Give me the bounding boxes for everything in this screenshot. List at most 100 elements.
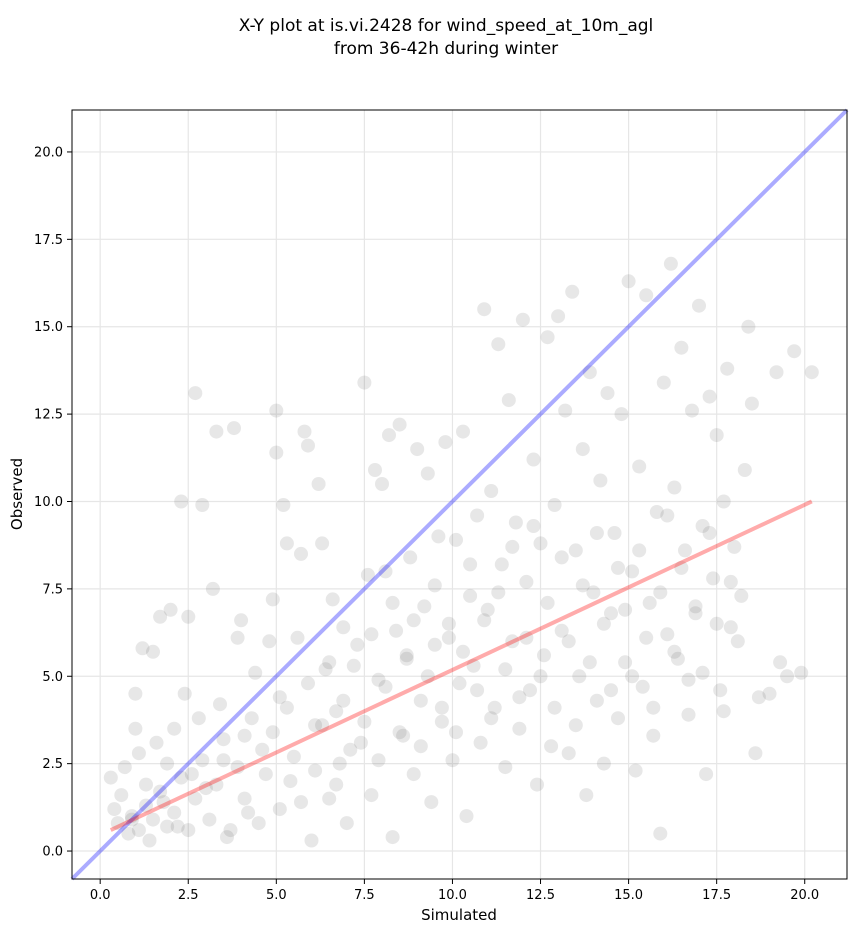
scatter-point xyxy=(139,777,153,792)
scatter-point xyxy=(364,627,379,642)
scatter-point xyxy=(378,564,393,579)
scatter-point xyxy=(445,753,460,768)
scatter-point xyxy=(396,728,411,743)
scatter-point xyxy=(670,651,685,666)
scatter-point xyxy=(674,340,689,355)
scatter-point xyxy=(290,630,305,645)
scatter-point xyxy=(209,424,224,439)
scatter-point xyxy=(304,833,319,848)
scatter-point xyxy=(195,753,210,768)
y-tick-label: 17.5 xyxy=(34,233,63,248)
scatter-point xyxy=(463,557,478,572)
scatter-point xyxy=(297,424,312,439)
y-tick-label: 12.5 xyxy=(34,408,63,423)
scatter-point xyxy=(230,630,245,645)
scatter-point xyxy=(512,721,527,736)
scatter-point xyxy=(449,725,463,740)
scatter-point xyxy=(237,728,252,743)
scatter-point xyxy=(385,595,400,610)
y-axis-label: Observed xyxy=(8,458,26,530)
scatter-point xyxy=(589,526,604,540)
scatter-point xyxy=(713,683,728,698)
scatter-point xyxy=(660,627,675,642)
scatter-point xyxy=(748,746,763,761)
scatter-point xyxy=(181,609,196,624)
scatter-point xyxy=(283,774,298,789)
y-axis-ticks: 0.0 2.5 5.0 7.5 10.0 12.5 15.0 17.5 20.0 xyxy=(34,145,72,860)
one-to-one-line xyxy=(70,108,849,881)
scatter-point xyxy=(551,309,566,324)
scatter-point xyxy=(716,494,731,509)
scatter-point xyxy=(318,662,333,677)
scatter-point xyxy=(160,756,175,771)
scatter-point xyxy=(470,508,485,523)
scatter-point xyxy=(427,578,442,593)
scatter-point xyxy=(452,676,467,691)
scatter-point xyxy=(375,477,389,491)
scatter-point xyxy=(403,550,418,565)
scatter-point xyxy=(146,644,160,659)
scatter-point xyxy=(456,644,470,659)
scatter-point xyxy=(741,319,756,334)
x-tick-label: 0.0 xyxy=(90,888,111,903)
scatter-point xyxy=(110,816,125,831)
regression-line xyxy=(109,499,813,832)
scatter-point xyxy=(604,683,618,698)
scatter-point xyxy=(251,816,266,831)
scatter-point xyxy=(787,344,802,359)
scatter-point xyxy=(762,686,777,701)
scatter-point xyxy=(413,739,428,754)
scatter-point xyxy=(417,599,432,614)
scatter-point xyxy=(523,683,537,698)
scatter-point xyxy=(547,498,562,512)
scatter-point xyxy=(128,721,143,736)
scatter-point xyxy=(695,665,710,680)
y-tick-label: 0.0 xyxy=(42,845,63,860)
scatter-point xyxy=(642,595,657,610)
scatter-point xyxy=(117,760,132,775)
scatter-point xyxy=(209,777,224,792)
scatter-point xyxy=(565,284,580,299)
scatter-point xyxy=(614,407,629,422)
scatter-point xyxy=(498,760,513,775)
scatter-point xyxy=(103,770,118,785)
scatter-point xyxy=(146,812,160,827)
scatter-point xyxy=(121,826,136,841)
scatter-point xyxy=(720,361,735,376)
scatter-point xyxy=(413,693,428,708)
scatter-point xyxy=(632,459,647,474)
scatter-point xyxy=(702,526,717,540)
scatter-point xyxy=(378,679,393,694)
scatter-point xyxy=(279,700,294,715)
scatter-point xyxy=(216,753,231,768)
scatter-point xyxy=(188,791,203,806)
scatter-point xyxy=(692,298,706,313)
scatter-point xyxy=(723,620,738,635)
scatter-point xyxy=(294,546,308,561)
scatter-point xyxy=(392,417,407,432)
scatter-point xyxy=(399,648,414,663)
scatter-point xyxy=(575,578,590,593)
scatter-point xyxy=(441,616,456,631)
scatter-point xyxy=(389,623,404,638)
scatter-point xyxy=(501,393,516,408)
x-tick-label: 5.0 xyxy=(266,888,287,903)
scatter-point xyxy=(294,795,308,810)
scatter-point xyxy=(625,564,640,579)
scatter-point xyxy=(131,823,146,838)
scatter-point xyxy=(265,725,280,740)
scatter-point xyxy=(744,396,759,411)
x-tick-label: 15.0 xyxy=(614,888,643,903)
scatter-point xyxy=(301,438,315,453)
y-tick-label: 10.0 xyxy=(34,495,63,510)
scatter-points xyxy=(103,256,819,848)
scatter-point xyxy=(530,777,544,792)
scatter-point xyxy=(702,389,717,404)
reference-lines xyxy=(70,108,849,881)
grid xyxy=(72,110,847,879)
scatter-point xyxy=(674,560,689,575)
scatter-point xyxy=(184,767,199,782)
scatter-point xyxy=(181,823,196,838)
scatter-point xyxy=(621,274,636,289)
